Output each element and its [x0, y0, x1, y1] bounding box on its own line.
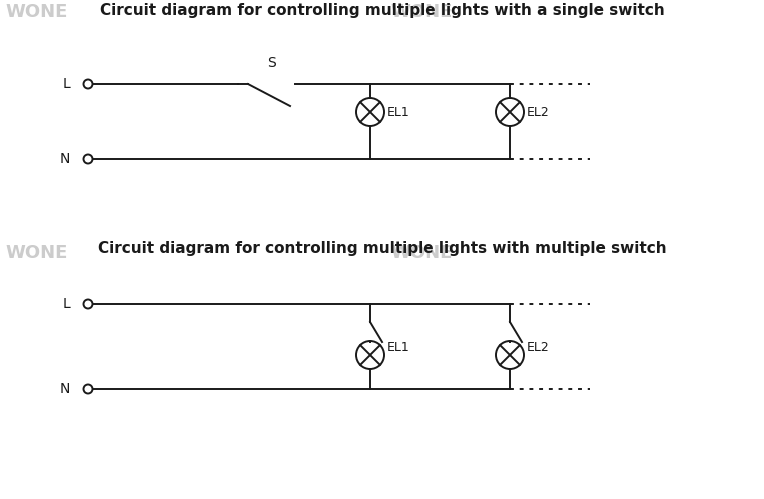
- Text: EL1: EL1: [387, 105, 410, 118]
- Text: Circuit diagram for controlling multiple lights with multiple switch: Circuit diagram for controlling multiple…: [98, 241, 666, 256]
- Text: L: L: [62, 77, 70, 91]
- Text: EL1: EL1: [387, 341, 410, 354]
- Text: WONE: WONE: [390, 3, 452, 21]
- Text: N: N: [60, 382, 70, 396]
- Text: L: L: [62, 297, 70, 311]
- Text: Circuit diagram for controlling multiple lights with a single switch: Circuit diagram for controlling multiple…: [99, 3, 665, 18]
- Text: EL2: EL2: [527, 341, 550, 354]
- Text: WONE: WONE: [5, 3, 67, 21]
- Text: S: S: [267, 56, 276, 70]
- Text: WONE: WONE: [390, 244, 452, 262]
- Text: WONE: WONE: [5, 244, 67, 262]
- Text: EL2: EL2: [527, 105, 550, 118]
- Text: N: N: [60, 152, 70, 166]
